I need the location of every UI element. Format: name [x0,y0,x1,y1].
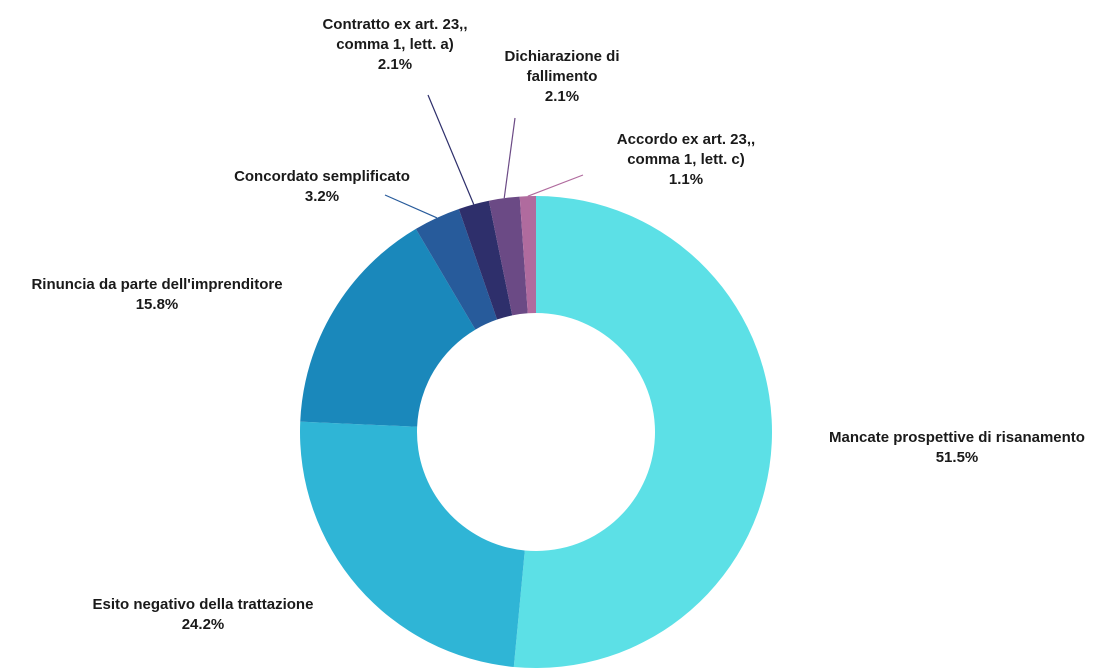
category-label: Contratto ex art. 23,, comma 1, lett. a) [322,16,468,53]
slice-label: Esito negativo della trattazione 24.2% [53,595,353,635]
leader-line [527,174,584,197]
value-label: 15.8% [135,296,179,313]
leader-line [503,117,516,199]
donut-slice [519,196,536,314]
category-label: Dichiarazione di fallimento [504,48,620,85]
donut-slice [488,196,528,316]
slice-label: Rinuncia da parte dell'imprenditore 15.8% [0,275,317,315]
category-label: Concordato semplificato [234,168,410,185]
value-label: 2.1% [377,56,413,73]
leader-line [427,94,475,205]
slice-label: Mancate prospettive di risanamento 51.5% [797,428,1109,468]
category-label: Esito negativo della trattazione [92,596,314,613]
category-label: Rinuncia da parte dell'imprenditore [31,276,283,293]
value-label: 3.2% [304,188,340,205]
slice-label: Concordato semplificato 3.2% [207,167,437,207]
value-label: 24.2% [181,616,225,633]
value-label: 1.1% [668,171,704,188]
donut-slice [300,421,525,667]
donut-slice [300,228,476,427]
donut-slice [513,196,772,668]
leader-line [384,194,438,219]
category-label: Mancate prospettive di risanamento [829,429,1085,446]
value-label: 2.1% [544,88,580,105]
slice-label: Accordo ex art. 23,, comma 1, lett. c) 1.… [599,130,774,190]
donut-slice [415,208,498,330]
category-label: Accordo ex art. 23,, comma 1, lett. c) [616,131,756,168]
donut-slice [458,200,513,320]
slice-label: Dichiarazione di fallimento 2.1% [487,47,637,107]
value-label: 51.5% [935,449,979,466]
slice-label: Contratto ex art. 23,, comma 1, lett. a)… [308,15,483,75]
